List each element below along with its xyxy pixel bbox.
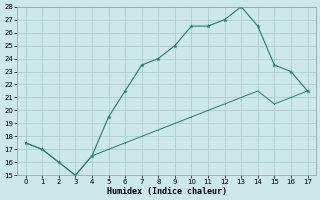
X-axis label: Humidex (Indice chaleur): Humidex (Indice chaleur): [107, 187, 227, 196]
